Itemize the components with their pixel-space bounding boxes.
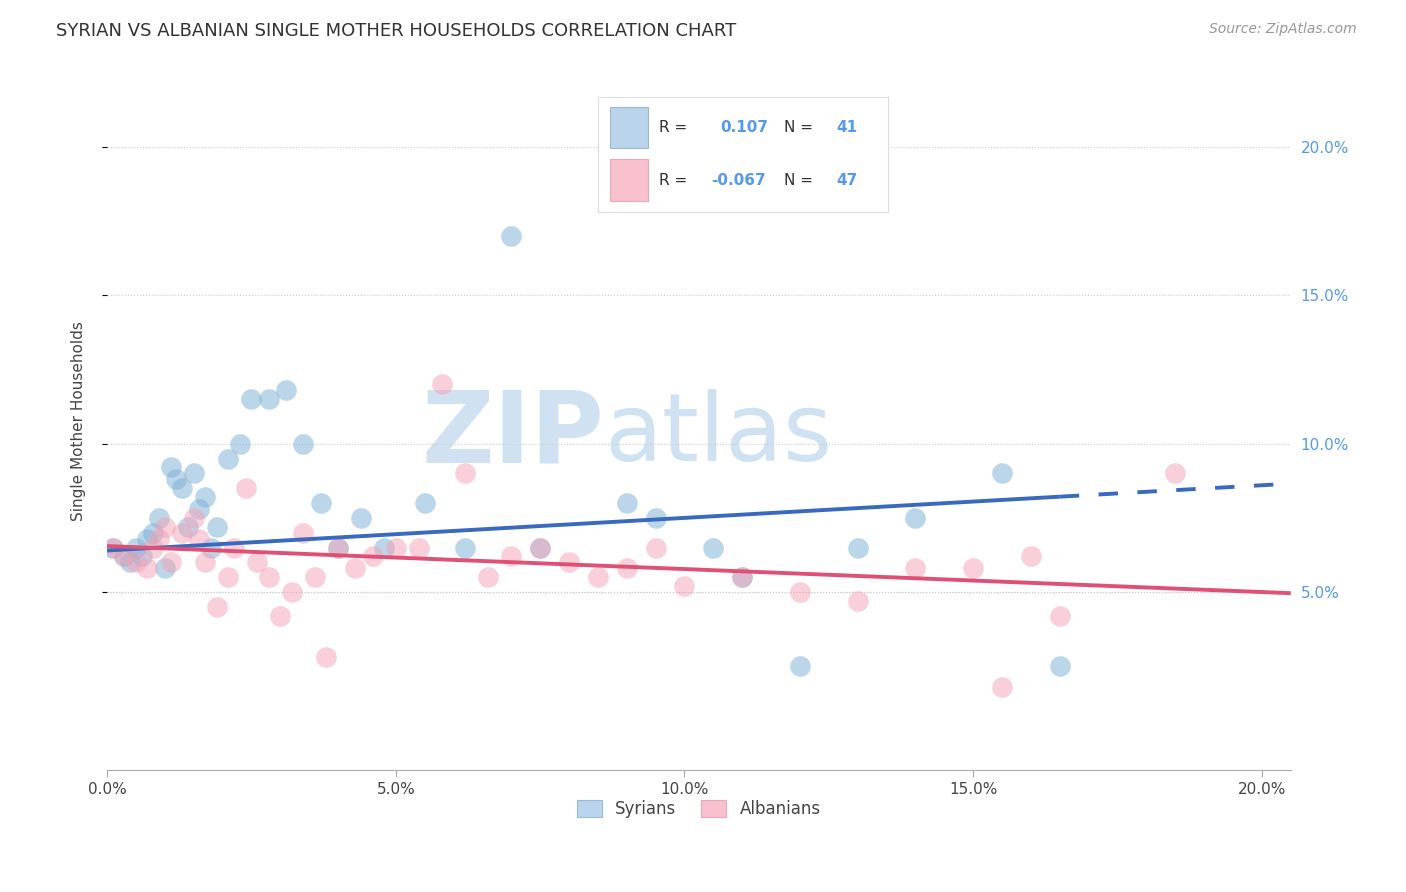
Point (384, 541, 406, 555)
Point (702, 541, 724, 555)
Point (120, 555, 142, 569)
Point (172, 481, 194, 495)
Point (159, 460, 181, 475)
Point (1164, 467, 1187, 481)
Point (361, 549, 384, 564)
Point (235, 481, 257, 495)
Point (217, 451, 239, 466)
Point (194, 555, 217, 569)
Point (217, 570, 239, 584)
Point (326, 541, 349, 555)
Text: atlas: atlas (605, 390, 832, 482)
Point (1049, 659, 1071, 673)
Point (501, 549, 523, 564)
Point (101, 541, 124, 555)
Point (408, 541, 430, 555)
Point (344, 561, 367, 575)
Point (454, 541, 477, 555)
Point (644, 541, 666, 555)
Point (257, 392, 280, 407)
Point (304, 570, 326, 584)
Point (477, 570, 499, 584)
Point (136, 532, 159, 546)
Point (430, 377, 453, 392)
Point (616, 496, 638, 510)
Point (125, 541, 148, 555)
Point (165, 472, 187, 486)
Point (281, 585, 304, 599)
Point (177, 520, 200, 534)
Point (188, 532, 211, 546)
Point (904, 561, 927, 575)
Point (673, 579, 696, 593)
Point (131, 549, 153, 564)
Point (224, 541, 246, 555)
Y-axis label: Single Mother Households: Single Mother Households (72, 321, 86, 522)
Point (350, 511, 373, 525)
Point (200, 541, 222, 555)
Point (274, 384, 297, 398)
Point (257, 570, 280, 584)
Point (148, 532, 170, 546)
Point (586, 570, 609, 584)
Point (454, 467, 477, 481)
Point (183, 467, 205, 481)
Point (789, 585, 811, 599)
Legend: Syrians, Albanians: Syrians, Albanians (571, 793, 828, 824)
Point (962, 561, 984, 575)
Point (188, 502, 211, 516)
Point (112, 549, 135, 564)
Point (1019, 549, 1042, 564)
Point (616, 561, 638, 575)
Point (112, 549, 135, 564)
Point (731, 570, 754, 584)
Point (125, 555, 148, 569)
Point (101, 541, 124, 555)
Point (501, 229, 523, 244)
Point (153, 520, 176, 534)
Point (153, 561, 176, 575)
Point (136, 561, 159, 575)
Point (229, 436, 252, 450)
Point (558, 555, 581, 569)
Point (326, 541, 349, 555)
Point (309, 496, 332, 510)
Point (292, 525, 315, 540)
Point (194, 490, 217, 504)
Point (183, 511, 205, 525)
Point (142, 541, 165, 555)
Point (991, 467, 1014, 481)
Point (240, 392, 263, 407)
Point (246, 555, 269, 569)
Point (373, 541, 395, 555)
Text: Source: ZipAtlas.com: Source: ZipAtlas.com (1209, 22, 1357, 37)
Point (159, 555, 181, 569)
Point (904, 511, 927, 525)
Point (529, 541, 551, 555)
Text: ZIP: ZIP (422, 387, 605, 484)
Point (172, 525, 194, 540)
Point (292, 436, 315, 450)
Point (846, 594, 869, 608)
Point (846, 541, 869, 555)
Point (142, 525, 165, 540)
Point (205, 520, 228, 534)
Point (148, 511, 170, 525)
Point (529, 541, 551, 555)
Point (731, 570, 754, 584)
Point (991, 680, 1014, 694)
Text: SYRIAN VS ALBANIAN SINGLE MOTHER HOUSEHOLDS CORRELATION CHART: SYRIAN VS ALBANIAN SINGLE MOTHER HOUSEHO… (56, 22, 737, 40)
Point (315, 650, 337, 665)
Point (644, 511, 666, 525)
Point (205, 599, 228, 614)
Point (269, 608, 291, 623)
Point (1049, 608, 1071, 623)
Point (789, 659, 811, 673)
Point (413, 496, 436, 510)
